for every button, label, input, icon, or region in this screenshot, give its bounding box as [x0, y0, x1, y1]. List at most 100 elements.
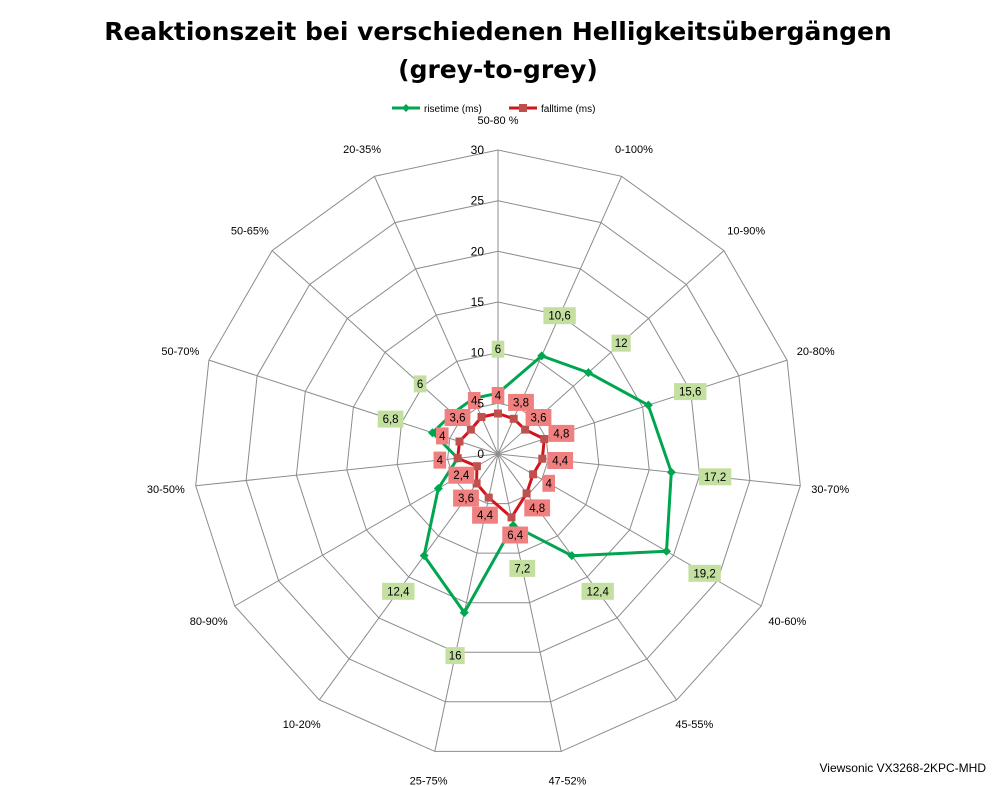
- falltime-data-label: 3,6: [444, 409, 471, 426]
- data-label-text: 16: [449, 651, 462, 663]
- radial-tick-labels: 0 5 10 15 20 25 30: [471, 143, 485, 461]
- falltime-point: [522, 489, 531, 498]
- series-line-falltime: [456, 412, 546, 519]
- series-line-risetime: [422, 354, 673, 615]
- chart-title-line-1: Reaktionszeit bei verschiedenen Helligke…: [104, 17, 892, 46]
- data-label-text: 19,2: [693, 568, 715, 580]
- category-label: 10-20%: [283, 719, 321, 731]
- data-label-text: 7,2: [514, 563, 530, 575]
- radial-tick-label: 25: [471, 194, 485, 208]
- risetime-data-label: 12,4: [581, 582, 614, 600]
- data-label-box: [548, 424, 575, 442]
- category-label: 10-90%: [727, 226, 765, 238]
- falltime-point: [507, 513, 516, 522]
- category-label: 50-65%: [231, 226, 269, 238]
- category-label: 50-70%: [161, 346, 199, 358]
- falltime-data-label: 4: [542, 474, 555, 492]
- data-label-text: 4: [495, 391, 502, 403]
- falltime-data-label: 4,4: [472, 506, 498, 524]
- legend-falltime-label: falltime (ms): [541, 104, 595, 115]
- category-label: 45-55%: [675, 719, 713, 731]
- chart-credit: Viewsonic VX3268-2KPC-MHD: [819, 761, 986, 775]
- data-label-box: [502, 526, 529, 544]
- risetime-data-label: 19,2: [688, 564, 721, 582]
- legend-risetime-label: risetime (ms): [424, 104, 482, 115]
- data-label-text: 12,4: [587, 586, 610, 598]
- risetime-data-label: 6: [491, 340, 505, 358]
- falltime-point: [466, 425, 475, 434]
- risetime-data-label: 12: [611, 334, 631, 352]
- radial-tick-label: 10: [471, 346, 485, 360]
- data-label-text: 4: [471, 396, 478, 408]
- radar-grid: [195, 149, 801, 752]
- category-label: 20-80%: [797, 346, 835, 358]
- data-label-text: 4,8: [553, 428, 569, 440]
- falltime-point: [494, 409, 502, 418]
- falltime-data-label: 4,8: [524, 499, 551, 517]
- risetime-point: [419, 551, 429, 561]
- falltime-point: [540, 435, 549, 443]
- falltime-point: [453, 454, 462, 463]
- risetime-data-label: 16: [445, 647, 465, 665]
- falltime-point: [472, 462, 481, 471]
- data-label-text: 2,4: [453, 470, 470, 482]
- category-label: 30-50%: [147, 484, 185, 496]
- data-label-text: 6,4: [507, 530, 524, 542]
- legend-falltime-marker: [519, 104, 527, 112]
- falltime-data-label: 3,8: [508, 393, 534, 411]
- grid-ring: [447, 402, 549, 505]
- category-label: 50-80 %: [478, 115, 519, 127]
- data-label-box: [453, 489, 479, 507]
- data-label-box: [674, 383, 707, 401]
- falltime-data-label: 4: [491, 387, 505, 404]
- falltime-point: [455, 437, 464, 446]
- data-label-box: [448, 466, 475, 484]
- data-label-box: [543, 307, 576, 325]
- data-label-text: 4: [437, 455, 444, 467]
- data-label-box: [688, 564, 721, 582]
- data-label-box: [413, 375, 427, 393]
- grid-ring: [346, 301, 650, 604]
- data-label-box: [472, 506, 498, 524]
- data-label-box: [382, 582, 415, 600]
- falltime-point: [521, 425, 530, 434]
- data-label-box: [542, 474, 555, 492]
- risetime-point: [661, 546, 671, 556]
- data-label-box: [509, 559, 536, 577]
- data-label-box: [377, 410, 404, 428]
- data-label-text: 12,4: [387, 586, 410, 598]
- risetime-data-label: 7,2: [509, 559, 536, 577]
- data-label-box: [467, 392, 481, 409]
- risetime-data-label: 12,4: [382, 582, 415, 600]
- falltime-point: [484, 493, 493, 502]
- data-label-text: 12: [615, 338, 628, 350]
- data-label-text: 10,6: [548, 311, 570, 323]
- data-label-box: [491, 387, 505, 404]
- risetime-point: [427, 428, 437, 438]
- data-label-text: 4,4: [552, 456, 569, 468]
- radial-tick-label: 0: [477, 447, 484, 461]
- radial-tick-label: 15: [471, 295, 485, 309]
- falltime-data-label: 4: [436, 427, 449, 445]
- data-label-box: [433, 451, 447, 469]
- data-label-box: [525, 409, 552, 426]
- data-label-box: [508, 393, 534, 411]
- risetime-data-label: 10,6: [543, 307, 576, 325]
- category-label: 25-75%: [410, 776, 448, 786]
- data-label-text: 6: [495, 344, 501, 356]
- risetime-point: [583, 368, 593, 378]
- data-label-text: 6,8: [383, 414, 399, 426]
- legend-item-risetime: risetime (ms): [392, 104, 482, 115]
- grid-spoke: [195, 453, 499, 487]
- risetime-data-label: 6,8: [377, 410, 404, 428]
- legend-item-falltime: falltime (ms): [509, 104, 595, 115]
- data-label-text: 4: [439, 431, 446, 443]
- data-label-text: 3,6: [531, 413, 547, 425]
- data-label-box: [547, 452, 574, 469]
- category-labels: 50-80 % 0-100% 10-90% 20-80% 30-70% 40-60% 45-…: [147, 115, 850, 786]
- category-label: 40-60%: [768, 616, 806, 628]
- data-label-text: 4,8: [529, 503, 545, 515]
- falltime-data-label: 4,8: [548, 424, 575, 442]
- falltime-point: [529, 470, 538, 479]
